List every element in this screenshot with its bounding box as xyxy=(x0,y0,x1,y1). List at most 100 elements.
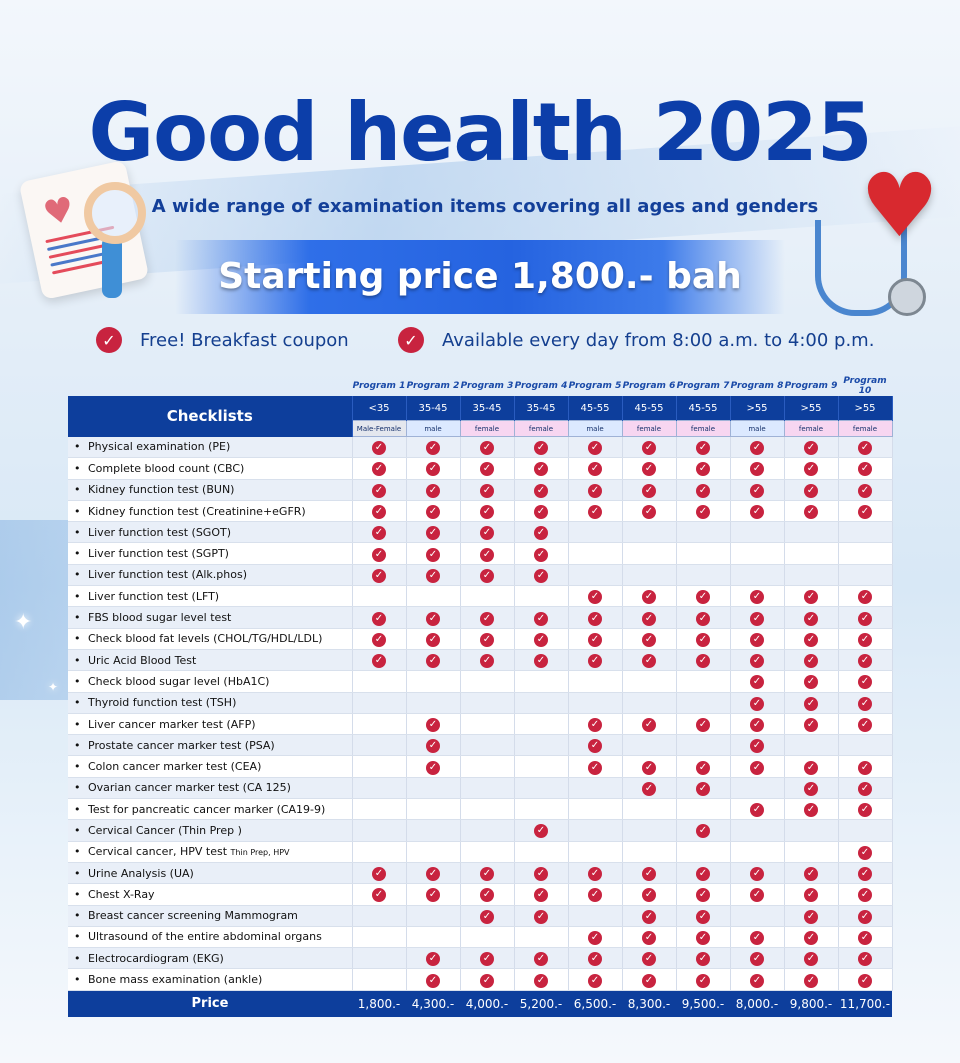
table-row: • Check blood fat levels (CHOL/TG/HDL/LDL… xyxy=(68,628,893,650)
bullet-icon: • xyxy=(74,951,81,965)
program-name: Program 4 xyxy=(514,381,568,391)
check-cell: ✓ xyxy=(622,585,677,608)
program-name: Program 10 xyxy=(843,376,887,396)
check-cell: ✓ xyxy=(676,755,731,778)
check-cell: ✓ xyxy=(622,713,677,736)
check-cell xyxy=(352,734,407,757)
bullet-icon: • xyxy=(74,823,81,837)
check-circle-icon: ✓ xyxy=(480,952,494,967)
checklist-item-label: Kidney function test (BUN) xyxy=(88,483,235,497)
check-cell: ✓ xyxy=(838,670,893,693)
check-cell xyxy=(352,755,407,778)
check-cell xyxy=(784,521,839,544)
check-circle-icon: ✓ xyxy=(804,441,818,456)
check-circle-icon: ✓ xyxy=(426,505,440,520)
check-circle-icon: ✓ xyxy=(804,973,818,988)
checklist-item-label: Prostate cancer marker test (PSA) xyxy=(88,738,275,752)
checklist-item: • Liver function test (SGPT) xyxy=(68,542,353,565)
check-circle-icon: ✓ xyxy=(426,632,440,647)
check-cell: ✓ xyxy=(460,862,515,885)
check-cell: ✓ xyxy=(838,649,893,672)
check-cell: ✓ xyxy=(622,606,677,629)
check-cell: ✓ xyxy=(784,606,839,629)
check-cell: ✓ xyxy=(784,798,839,821)
check-cell xyxy=(460,841,515,863)
check-cell xyxy=(406,798,461,821)
check-cell: ✓ xyxy=(730,479,785,501)
check-cell: ✓ xyxy=(838,905,893,927)
check-cell: ✓ xyxy=(730,500,785,523)
check-cell: ✓ xyxy=(622,862,677,885)
check-cell: ✓ xyxy=(568,862,623,885)
check-circle-icon: ✓ xyxy=(750,696,764,711)
check-cell: ✓ xyxy=(514,649,569,672)
check-circle-icon: ✓ xyxy=(804,781,818,796)
check-circle-icon: ✓ xyxy=(642,462,656,477)
check-circle-icon: ✓ xyxy=(588,505,602,520)
check-cell: ✓ xyxy=(568,628,623,650)
bullet-icon: • xyxy=(74,653,81,667)
check-cell: ✓ xyxy=(460,905,515,927)
check-circle-icon: ✓ xyxy=(426,973,440,988)
check-circle-icon: ✓ xyxy=(750,505,764,520)
check-cell xyxy=(352,968,407,991)
check-circle-icon: ✓ xyxy=(534,632,548,647)
check-cell xyxy=(352,947,407,970)
check-cell: ✓ xyxy=(514,862,569,885)
check-cell: ✓ xyxy=(568,606,623,629)
check-circle-icon: ✓ xyxy=(372,632,386,647)
price-banner: Starting price 1,800.- bah xyxy=(175,240,785,314)
check-circle-icon: ✓ xyxy=(642,781,656,796)
check-cell xyxy=(406,905,461,927)
check-cell: ✓ xyxy=(676,926,731,949)
check-cell xyxy=(460,585,515,608)
check-cell: ✓ xyxy=(838,755,893,778)
check-circle-icon: ✓ xyxy=(372,611,386,626)
program-price: 11,700.- xyxy=(838,990,892,1017)
check-circle-icon: ✓ xyxy=(804,952,818,967)
check-circle-icon: ✓ xyxy=(750,632,764,647)
checklist-item-label: Liver function test (SGPT) xyxy=(88,547,229,561)
table-row: • Cervical Cancer (Thin Prep ) ✓ ✓ xyxy=(68,819,893,842)
bullet-icon: • xyxy=(74,611,81,625)
check-cell xyxy=(460,798,515,821)
checklist-item: • Cervical cancer, HPV test Thin Prep, HP… xyxy=(68,841,353,863)
check-cell: ✓ xyxy=(460,436,515,459)
check-circle-icon: ✓ xyxy=(642,888,656,903)
check-cell: ✓ xyxy=(676,713,731,736)
check-circle-icon: ✓ xyxy=(858,441,872,456)
check-cell xyxy=(460,777,515,800)
check-circle-icon: ✓ xyxy=(750,483,764,498)
check-circle-icon: ✓ xyxy=(426,568,440,583)
check-cell: ✓ xyxy=(676,479,731,501)
checklist-item: • Ovarian cancer marker test (CA 125) xyxy=(68,777,353,800)
check-circle-icon: ✓ xyxy=(534,505,548,520)
check-circle-icon: ✓ xyxy=(642,505,656,520)
check-cell: ✓ xyxy=(838,457,893,480)
check-cell: ✓ xyxy=(622,777,677,800)
check-cell: ✓ xyxy=(460,883,515,906)
check-circle-icon: ✓ xyxy=(696,441,710,456)
check-circle-icon: ✓ xyxy=(426,483,440,498)
bullet-icon: • xyxy=(74,760,81,774)
check-cell: ✓ xyxy=(838,692,893,714)
checklist-item: • Chest X-Ray xyxy=(68,883,353,906)
check-cell xyxy=(622,542,677,565)
check-cell xyxy=(514,670,569,693)
check-cell: ✓ xyxy=(622,436,677,459)
check-circle-icon: ✓ xyxy=(804,654,818,669)
check-circle-icon: ✓ xyxy=(750,611,764,626)
check-cell xyxy=(406,819,461,842)
check-cell xyxy=(568,841,623,863)
check-cell xyxy=(352,585,407,608)
table-row: • Complete blood count (CBC) ✓ ✓ ✓ ✓ ✓ ✓ ✓ ✓ ✓ ✓ xyxy=(68,457,893,480)
table-row: • Thyroid function test (TSH) ✓ ✓ ✓ xyxy=(68,692,893,714)
age-range: 35-45 xyxy=(406,396,461,421)
check-cell: ✓ xyxy=(406,564,461,587)
program-name: Program 5 xyxy=(568,381,622,391)
checklist-item: • Test for pancreatic cancer marker (CA19… xyxy=(68,798,353,821)
check-cell: ✓ xyxy=(730,628,785,650)
table-row: • Urine Analysis (UA) ✓ ✓ ✓ ✓ ✓ ✓ ✓ ✓ ✓ ✓ xyxy=(68,862,893,885)
check-cell: ✓ xyxy=(406,755,461,778)
bullet-icon: • xyxy=(74,887,81,901)
